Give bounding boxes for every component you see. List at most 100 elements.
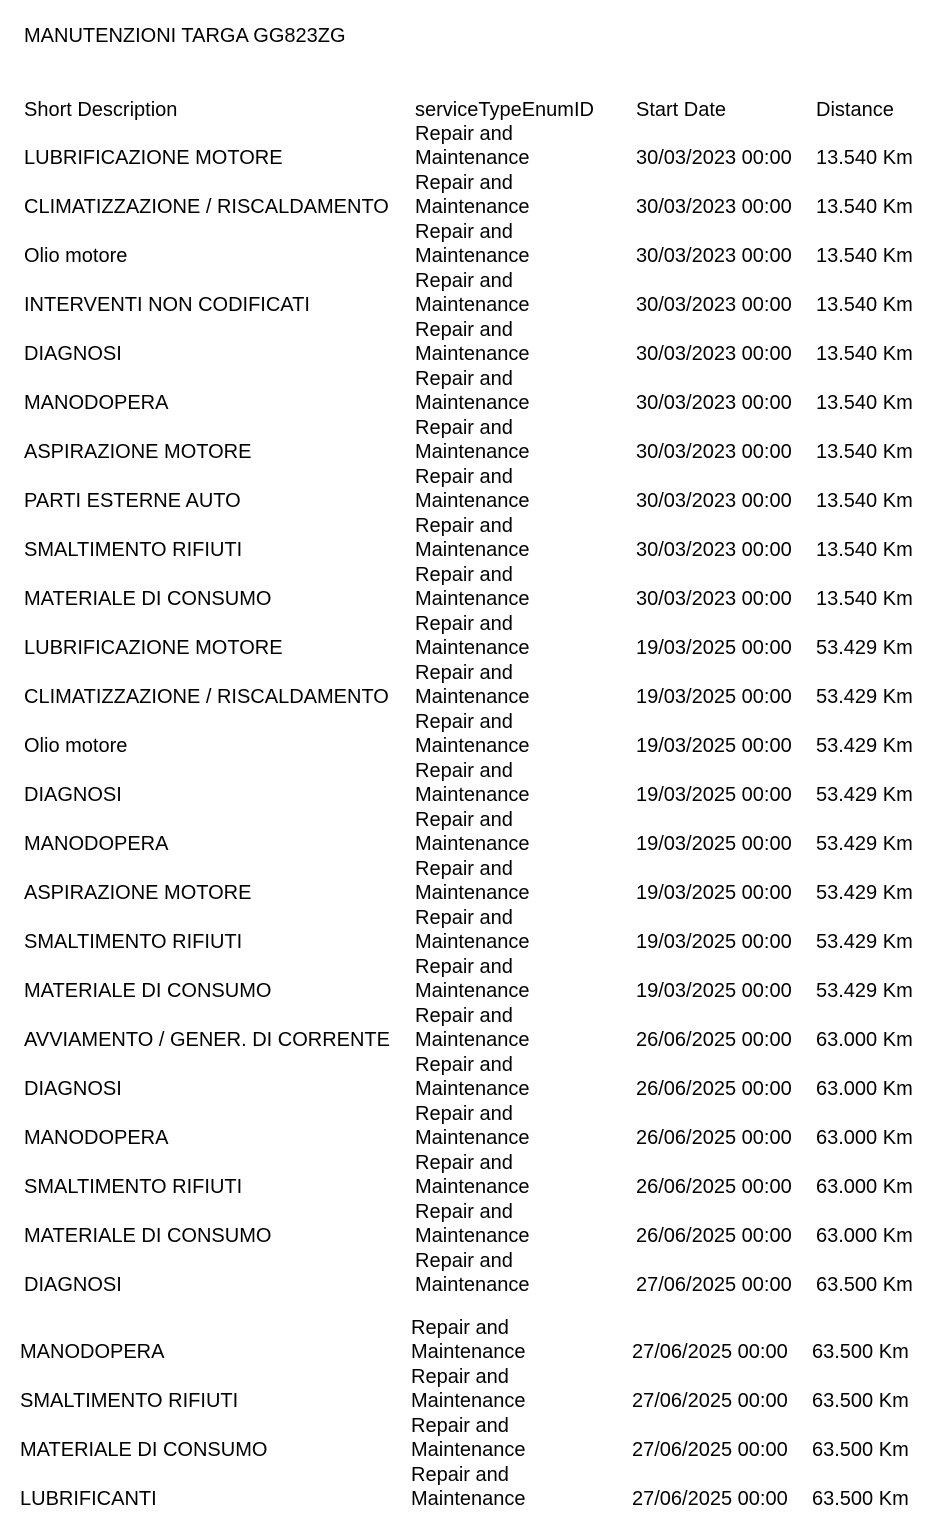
service-type-line2: Maintenance [415,441,530,463]
table-row: SMALTIMENTO RIFIUTI Repair and Maintenance… [0,906,936,954]
short-description-cell: CLIMATIZZAZIONE / RISCALDAMENTO [24,686,389,708]
service-type-line2: Maintenance [415,735,530,757]
start-date-cell: 30/03/2023 00:00 [636,392,792,414]
document-title: MANUTENZIONI TARGA GG823ZG [24,25,346,47]
table-row: LUBRIFICANTI Repair and Maintenance 27/06/2… [0,1463,936,1511]
table-row: AVVIAMENTO / GENER. DI CORRENTE Repair an… [0,1004,936,1052]
service-type-line2: Maintenance [415,784,530,806]
short-description-cell: ASPIRAZIONE MOTORE [24,441,252,463]
table-row: DIAGNOSI Repair and Maintenance 26/06/2025 … [0,1053,936,1101]
table-row: DIAGNOSI Repair and Maintenance 27/06/2025 … [0,1249,936,1297]
service-type-line1: Repair and [415,515,513,537]
service-type-line2: Maintenance [415,196,530,218]
short-description-cell: MANODOPERA [24,1127,169,1149]
start-date-cell: 19/03/2025 00:00 [636,637,792,659]
distance-cell: 53.429 Km [816,931,913,953]
short-description-cell: LUBRIFICANTI [20,1488,157,1510]
short-description-cell: CLIMATIZZAZIONE / RISCALDAMENTO [24,196,389,218]
service-type-line1: Repair and [411,1366,509,1388]
start-date-cell: 26/06/2025 00:00 [636,1176,792,1198]
table-row: MANODOPERA Repair and Maintenance 19/03/202… [0,808,936,856]
start-date-cell: 26/06/2025 00:00 [636,1029,792,1051]
distance-cell: 63.000 Km [816,1225,913,1247]
start-date-cell: 27/06/2025 00:00 [632,1439,788,1461]
distance-cell: 53.429 Km [816,833,913,855]
start-date-cell: 19/03/2025 00:00 [636,882,792,904]
service-type-line2: Maintenance [415,1078,530,1100]
short-description-cell: MATERIALE DI CONSUMO [24,980,272,1002]
service-type-line2: Maintenance [415,931,530,953]
table-row: MANODOPERA Repair and Maintenance 26/06/202… [0,1102,936,1150]
start-date-cell: 27/06/2025 00:00 [632,1488,788,1510]
service-type-line2: Maintenance [415,343,530,365]
column-header-service-type: serviceTypeEnumID [415,99,594,121]
short-description-cell: MANODOPERA [24,392,169,414]
distance-cell: 63.500 Km [812,1439,909,1461]
service-type-line2: Maintenance [411,1341,526,1363]
start-date-cell: 27/06/2025 00:00 [632,1341,788,1363]
distance-cell: 53.429 Km [816,686,913,708]
distance-cell: 13.540 Km [816,294,913,316]
distance-cell: 63.000 Km [816,1127,913,1149]
distance-cell: 53.429 Km [816,784,913,806]
short-description-cell: SMALTIMENTO RIFIUTI [24,931,243,953]
service-type-line2: Maintenance [415,980,530,1002]
service-type-line1: Repair and [415,172,513,194]
service-type-line1: Repair and [415,809,513,831]
service-type-line2: Maintenance [415,392,530,414]
service-type-line2: Maintenance [415,686,530,708]
distance-cell: 53.429 Km [816,637,913,659]
start-date-cell: 27/06/2025 00:00 [632,1390,788,1412]
table-row: SMALTIMENTO RIFIUTI Repair and Maintenance… [0,1151,936,1199]
service-type-line1: Repair and [415,221,513,243]
service-type-line1: Repair and [415,417,513,439]
service-type-line1: Repair and [415,711,513,733]
table-row: ASPIRAZIONE MOTORE Repair and Maintenance 3… [0,416,936,464]
table-row: MATERIALE DI CONSUMO Repair and Maintenanc… [0,1414,936,1462]
start-date-cell: 30/03/2023 00:00 [636,490,792,512]
service-type-line2: Maintenance [415,882,530,904]
distance-cell: 13.540 Km [816,588,913,610]
distance-cell: 63.500 Km [812,1341,909,1363]
table-row: LUBRIFICAZIONE MOTORE Repair and Maintenan… [0,122,936,170]
distance-cell: 13.540 Km [816,343,913,365]
service-type-line1: Repair and [415,956,513,978]
short-description-cell: SMALTIMENTO RIFIUTI [20,1390,239,1412]
service-type-line1: Repair and [415,858,513,880]
service-type-line1: Repair and [415,1250,513,1272]
service-type-line2: Maintenance [415,833,530,855]
service-type-line1: Repair and [415,662,513,684]
table-row: CLIMATIZZAZIONE / RISCALDAMENTO Repair an… [0,661,936,709]
start-date-cell: 26/06/2025 00:00 [636,1225,792,1247]
short-description-cell: AVVIAMENTO / GENER. DI CORRENTE [24,1029,390,1051]
service-type-line2: Maintenance [415,147,530,169]
table-row: PARTI ESTERNE AUTO Repair and Maintenance 3… [0,465,936,513]
distance-cell: 63.000 Km [816,1176,913,1198]
service-type-line2: Maintenance [411,1390,526,1412]
distance-cell: 63.000 Km [816,1029,913,1051]
service-type-line1: Repair and [415,613,513,635]
start-date-cell: 30/03/2023 00:00 [636,539,792,561]
start-date-cell: 30/03/2023 00:00 [636,294,792,316]
service-type-line1: Repair and [411,1415,509,1437]
short-description-cell: Olio motore [24,735,128,757]
start-date-cell: 19/03/2025 00:00 [636,931,792,953]
short-description-cell: MATERIALE DI CONSUMO [24,1225,272,1247]
service-type-line2: Maintenance [415,294,530,316]
service-type-line2: Maintenance [415,539,530,561]
short-description-cell: SMALTIMENTO RIFIUTI [24,539,243,561]
table-row: LUBRIFICAZIONE MOTORE Repair and Maintenan… [0,612,936,660]
distance-cell: 53.429 Km [816,882,913,904]
short-description-cell: LUBRIFICAZIONE MOTORE [24,147,283,169]
service-type-line2: Maintenance [415,1274,530,1296]
short-description-cell: MATERIALE DI CONSUMO [20,1439,268,1461]
table-row: CLIMATIZZAZIONE / RISCALDAMENTO Repair an… [0,171,936,219]
distance-cell: 53.429 Km [816,980,913,1002]
service-type-line1: Repair and [415,368,513,390]
service-type-line1: Repair and [411,1317,509,1339]
short-description-cell: DIAGNOSI [24,343,122,365]
column-header-short-description: Short Description [24,99,178,121]
service-type-line2: Maintenance [415,490,530,512]
short-description-cell: LUBRIFICAZIONE MOTORE [24,637,283,659]
service-type-line2: Maintenance [415,1029,530,1051]
